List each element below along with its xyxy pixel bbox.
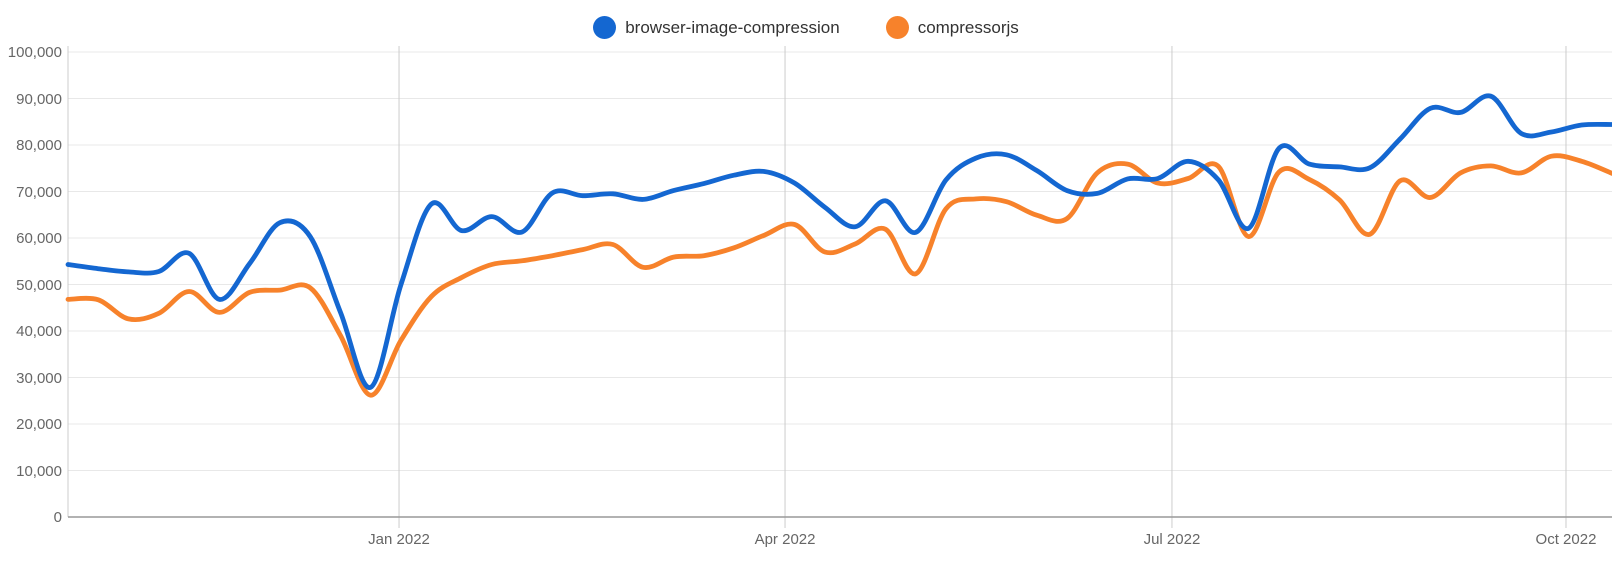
y-tick-label: 50,000 xyxy=(16,276,62,294)
y-tick-label: 30,000 xyxy=(16,369,62,387)
y-tick-label: 90,000 xyxy=(16,90,62,108)
y-tick-label: 10,000 xyxy=(16,462,62,480)
series-line-compressorjs xyxy=(65,153,1612,398)
legend-label-compressorjs: compressorjs xyxy=(917,17,1019,37)
series-color-dot-icon xyxy=(885,16,909,39)
x-tick-label: Oct 2022 xyxy=(1535,531,1597,548)
legend-label-browser-image-compression: browser-image-compression xyxy=(625,17,840,37)
x-tick-label: Jan 2022 xyxy=(368,531,430,548)
x-tick-label: Apr 2022 xyxy=(754,531,816,548)
y-tick-label: 0 xyxy=(53,509,62,526)
y-tick-label: 40,000 xyxy=(16,323,62,340)
y-tick-label: 80,000 xyxy=(16,137,62,154)
series-color-dot-icon xyxy=(593,16,617,39)
y-tick-label: 100,000 xyxy=(7,44,62,61)
chart-legend: browser-image-compression compressorjs xyxy=(0,16,1612,39)
series-line-browser-image-compression xyxy=(65,93,1612,390)
y-tick-label: 20,000 xyxy=(16,416,62,433)
y-tick-label: 70,000 xyxy=(16,183,62,201)
legend-item-compressorjs[interactable]: compressorjs xyxy=(885,16,1019,39)
legend-item-browser-image-compression[interactable]: browser-image-compression xyxy=(593,16,840,39)
y-tick-label: 60,000 xyxy=(16,230,62,247)
x-tick-label: Jul 2022 xyxy=(1143,531,1201,548)
